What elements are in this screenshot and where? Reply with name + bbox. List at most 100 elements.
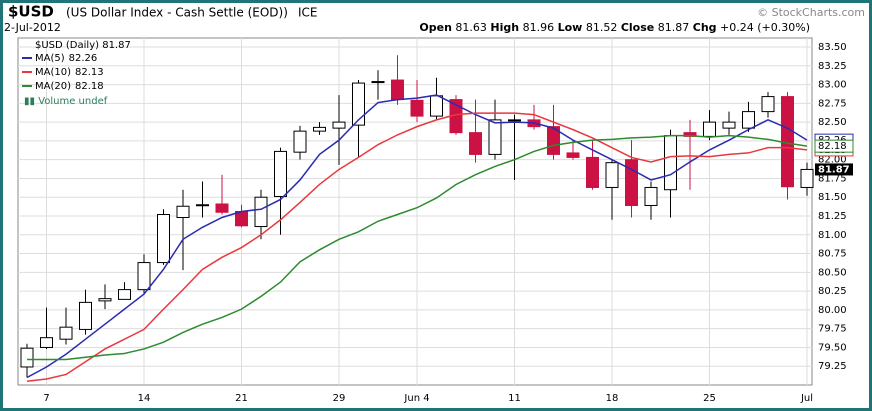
candle-body [722, 121, 736, 129]
ma-line [27, 134, 808, 361]
stat-label: Low [558, 21, 583, 34]
stat-label: High [490, 21, 519, 34]
candle-body [547, 126, 560, 155]
x-tick-label: 11 [508, 393, 521, 404]
candle-body [98, 298, 112, 302]
candle-body [79, 301, 92, 330]
legend-label: MA(10) [35, 67, 71, 78]
candle-body [508, 119, 521, 122]
chart-title: $USD [8, 3, 54, 21]
legend-entry: MA(10) 82.13 [35, 67, 104, 78]
value-box-label: 81.87 [818, 164, 850, 175]
y-tick-label: 80.75 [818, 249, 847, 260]
candle-body [586, 156, 599, 188]
stat-value: 81.87 [658, 21, 690, 34]
x-tick-label: 29 [333, 393, 346, 404]
legend-value: 82.13 [75, 67, 104, 78]
candle-body [254, 196, 268, 228]
candle-body [430, 95, 443, 117]
candle-body [391, 79, 404, 101]
candle-body [40, 337, 53, 348]
legend-entry: $USD (Daily) 81.87 [35, 40, 131, 51]
ma-line [26, 94, 808, 379]
x-tick-label: 7 [43, 393, 49, 404]
candle-body [235, 211, 248, 227]
candle-body [332, 121, 346, 129]
y-tick-label: 83.50 [818, 42, 847, 53]
value-box-label: 82.18 [818, 141, 847, 152]
legend-entry: MA(20) 82.18 [35, 81, 104, 92]
source: © StockCharts.com [757, 6, 865, 19]
candle-body [313, 126, 326, 132]
candle-body [566, 152, 580, 158]
stat-value: 81.52 [586, 21, 618, 34]
stat-label: Open [419, 21, 452, 34]
subtitle: (US Dollar Index - Cash Settle (EOD)) [66, 6, 288, 20]
y-tick-label: 83.00 [818, 80, 847, 91]
y-tick-label: 81.50 [818, 192, 847, 203]
candle-body [664, 135, 677, 191]
date: 2-Jul-2012 [4, 21, 61, 34]
stat-value: 81.63 [455, 21, 487, 34]
stat-value: 81.96 [523, 21, 555, 34]
candle-body [644, 186, 658, 206]
candle-body [137, 262, 151, 291]
legend-entry: MA(5) 82.26 [35, 53, 97, 64]
candle-body [274, 150, 287, 197]
y-tick-label: 80.25 [818, 286, 847, 297]
candle-body [59, 326, 73, 340]
y-tick-label: 80.00 [818, 305, 847, 316]
x-tick-label: 14 [138, 393, 151, 404]
legend-entry: ▮▮ Volume undef [24, 96, 108, 107]
candle-body [488, 119, 502, 155]
plot-area [17, 37, 813, 386]
candle-body [293, 130, 307, 153]
candle-body [742, 111, 755, 129]
legend-label: MA(20) [35, 81, 71, 92]
candle-body [703, 121, 716, 137]
candle-body [800, 168, 814, 188]
candle-body [410, 99, 424, 117]
candle-body [196, 204, 209, 207]
candle-body [157, 214, 170, 264]
y-tick-label: 82.75 [818, 98, 847, 109]
y-tick-label: 82.50 [818, 117, 847, 128]
x-tick-label: Jun 4 [403, 393, 429, 404]
stat-label: Chg [693, 21, 717, 34]
candle-body [176, 205, 190, 219]
stat-label: Close [621, 21, 654, 34]
exchange: ICE [298, 6, 318, 20]
x-tick-label: 21 [235, 393, 248, 404]
legend-value: 81.87 [102, 40, 131, 51]
value-box [814, 139, 854, 153]
candle-body [371, 81, 385, 84]
y-tick-label: 81.00 [818, 230, 847, 241]
x-tick-label: 18 [606, 393, 619, 404]
candle-body [118, 289, 131, 300]
legend-label: MA(5) [35, 53, 65, 64]
y-tick-label: 79.75 [818, 324, 847, 335]
y-tick-label: 79.25 [818, 361, 847, 372]
stat-value: +0.24 (+0.30%) [720, 21, 810, 34]
candle-body [215, 203, 229, 213]
candle-body [605, 162, 619, 188]
y-tick-label: 80.50 [818, 267, 847, 278]
y-tick-label: 81.75 [818, 173, 847, 184]
candle-body [469, 132, 482, 155]
y-tick-label: 82.00 [818, 155, 847, 166]
legend-value: 82.26 [69, 53, 98, 64]
y-tick-label: 83.25 [818, 61, 847, 72]
legend: $USD (Daily) 81.87 ▮▮ Volume undef MA(5)… [22, 40, 131, 107]
legend-label: $USD (Daily) [35, 40, 99, 51]
ma-line [26, 112, 808, 382]
candle-body [352, 82, 365, 126]
stats: Open 81.63 High 81.96 Low 81.52 Close 81… [419, 21, 810, 34]
legend-label: Volume undef [38, 96, 108, 107]
legend-value: 82.18 [75, 81, 104, 92]
x-tick-label: Jul [800, 393, 813, 404]
y-tick-label: 79.50 [818, 342, 847, 353]
y-tick-label: 81.25 [818, 211, 847, 222]
value-box [815, 163, 853, 176]
x-tick-label: 25 [703, 393, 716, 404]
